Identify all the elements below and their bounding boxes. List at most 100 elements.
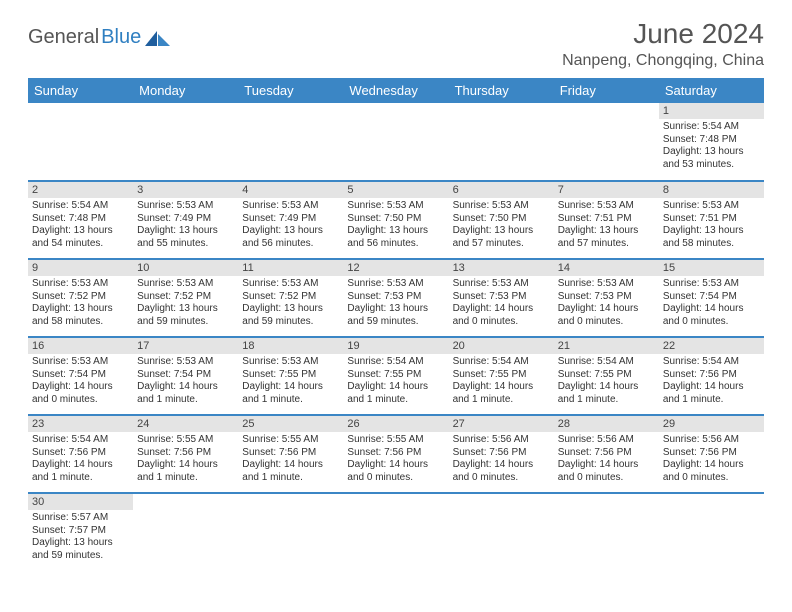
calendar-cell: 12Sunrise: 5:53 AMSunset: 7:53 PMDayligh…	[343, 259, 448, 337]
calendar-cell	[554, 103, 659, 181]
calendar-cell: 13Sunrise: 5:53 AMSunset: 7:53 PMDayligh…	[449, 259, 554, 337]
sunrise-text: Sunrise: 5:53 AM	[663, 278, 760, 291]
day-number: 10	[133, 260, 238, 276]
sunrise-text: Sunrise: 5:56 AM	[453, 434, 550, 447]
calendar-cell: 4Sunrise: 5:53 AMSunset: 7:49 PMDaylight…	[238, 181, 343, 259]
sunrise-text: Sunrise: 5:53 AM	[137, 356, 234, 369]
daylight-text: Daylight: 14 hours and 0 minutes.	[32, 381, 129, 406]
calendar-cell: 20Sunrise: 5:54 AMSunset: 7:55 PMDayligh…	[449, 337, 554, 415]
title-block: June 2024 Nanpeng, Chongqing, China	[562, 18, 764, 70]
calendar-cell: 1Sunrise: 5:54 AMSunset: 7:48 PMDaylight…	[659, 103, 764, 181]
day-number: 3	[133, 182, 238, 198]
sunset-text: Sunset: 7:53 PM	[453, 291, 550, 304]
calendar-cell	[238, 493, 343, 571]
calendar-cell: 5Sunrise: 5:53 AMSunset: 7:50 PMDaylight…	[343, 181, 448, 259]
sunset-text: Sunset: 7:55 PM	[558, 369, 655, 382]
day-number: 4	[238, 182, 343, 198]
calendar-cell: 17Sunrise: 5:53 AMSunset: 7:54 PMDayligh…	[133, 337, 238, 415]
day-content: Sunrise: 5:53 AMSunset: 7:53 PMDaylight:…	[449, 276, 554, 332]
day-content: Sunrise: 5:53 AMSunset: 7:49 PMDaylight:…	[238, 198, 343, 254]
daylight-text: Daylight: 14 hours and 1 minute.	[242, 381, 339, 406]
calendar-cell: 3Sunrise: 5:53 AMSunset: 7:49 PMDaylight…	[133, 181, 238, 259]
day-number: 25	[238, 416, 343, 432]
sunset-text: Sunset: 7:49 PM	[137, 213, 234, 226]
calendar-cell: 24Sunrise: 5:55 AMSunset: 7:56 PMDayligh…	[133, 415, 238, 493]
logo-sail-icon	[145, 29, 171, 47]
day-content: Sunrise: 5:53 AMSunset: 7:54 PMDaylight:…	[28, 354, 133, 410]
calendar-cell: 23Sunrise: 5:54 AMSunset: 7:56 PMDayligh…	[28, 415, 133, 493]
day-number: 15	[659, 260, 764, 276]
sunrise-text: Sunrise: 5:53 AM	[663, 200, 760, 213]
calendar-cell: 22Sunrise: 5:54 AMSunset: 7:56 PMDayligh…	[659, 337, 764, 415]
sunrise-text: Sunrise: 5:53 AM	[242, 278, 339, 291]
day-number: 19	[343, 338, 448, 354]
day-number: 21	[554, 338, 659, 354]
day-number: 14	[554, 260, 659, 276]
calendar-cell: 9Sunrise: 5:53 AMSunset: 7:52 PMDaylight…	[28, 259, 133, 337]
sunset-text: Sunset: 7:55 PM	[242, 369, 339, 382]
sunset-text: Sunset: 7:48 PM	[32, 213, 129, 226]
header: GeneralBlue June 2024 Nanpeng, Chongqing…	[28, 18, 764, 70]
daylight-text: Daylight: 14 hours and 0 minutes.	[453, 303, 550, 328]
day-content: Sunrise: 5:54 AMSunset: 7:48 PMDaylight:…	[28, 198, 133, 254]
daylight-text: Daylight: 13 hours and 57 minutes.	[453, 225, 550, 250]
calendar-cell: 26Sunrise: 5:55 AMSunset: 7:56 PMDayligh…	[343, 415, 448, 493]
sunrise-text: Sunrise: 5:57 AM	[32, 512, 129, 525]
sunrise-text: Sunrise: 5:54 AM	[347, 356, 444, 369]
sunset-text: Sunset: 7:53 PM	[347, 291, 444, 304]
daylight-text: Daylight: 13 hours and 59 minutes.	[347, 303, 444, 328]
sunset-text: Sunset: 7:56 PM	[663, 369, 760, 382]
sunrise-text: Sunrise: 5:53 AM	[558, 278, 655, 291]
day-content: Sunrise: 5:56 AMSunset: 7:56 PMDaylight:…	[659, 432, 764, 488]
day-number: 8	[659, 182, 764, 198]
day-content: Sunrise: 5:56 AMSunset: 7:56 PMDaylight:…	[554, 432, 659, 488]
day-content: Sunrise: 5:53 AMSunset: 7:54 PMDaylight:…	[133, 354, 238, 410]
day-number: 26	[343, 416, 448, 432]
calendar-cell	[343, 493, 448, 571]
sunrise-text: Sunrise: 5:53 AM	[558, 200, 655, 213]
calendar-cell: 25Sunrise: 5:55 AMSunset: 7:56 PMDayligh…	[238, 415, 343, 493]
day-number: 9	[28, 260, 133, 276]
daylight-text: Daylight: 14 hours and 1 minute.	[453, 381, 550, 406]
sunset-text: Sunset: 7:55 PM	[347, 369, 444, 382]
sunrise-text: Sunrise: 5:55 AM	[347, 434, 444, 447]
daylight-text: Daylight: 13 hours and 59 minutes.	[242, 303, 339, 328]
calendar-row: 2Sunrise: 5:54 AMSunset: 7:48 PMDaylight…	[28, 181, 764, 259]
day-number: 22	[659, 338, 764, 354]
sunrise-text: Sunrise: 5:54 AM	[663, 121, 760, 134]
day-content: Sunrise: 5:54 AMSunset: 7:48 PMDaylight:…	[659, 119, 764, 175]
day-number: 28	[554, 416, 659, 432]
day-content: Sunrise: 5:53 AMSunset: 7:52 PMDaylight:…	[238, 276, 343, 332]
calendar-cell: 15Sunrise: 5:53 AMSunset: 7:54 PMDayligh…	[659, 259, 764, 337]
daylight-text: Daylight: 13 hours and 58 minutes.	[32, 303, 129, 328]
day-number: 7	[554, 182, 659, 198]
calendar-cell: 10Sunrise: 5:53 AMSunset: 7:52 PMDayligh…	[133, 259, 238, 337]
day-content: Sunrise: 5:55 AMSunset: 7:56 PMDaylight:…	[343, 432, 448, 488]
daylight-text: Daylight: 13 hours and 54 minutes.	[32, 225, 129, 250]
day-content: Sunrise: 5:53 AMSunset: 7:51 PMDaylight:…	[554, 198, 659, 254]
sunrise-text: Sunrise: 5:54 AM	[32, 434, 129, 447]
calendar-cell: 16Sunrise: 5:53 AMSunset: 7:54 PMDayligh…	[28, 337, 133, 415]
daylight-text: Daylight: 14 hours and 0 minutes.	[347, 459, 444, 484]
calendar-cell	[449, 103, 554, 181]
sunrise-text: Sunrise: 5:53 AM	[242, 200, 339, 213]
daylight-text: Daylight: 14 hours and 0 minutes.	[558, 459, 655, 484]
calendar-cell: 27Sunrise: 5:56 AMSunset: 7:56 PMDayligh…	[449, 415, 554, 493]
calendar-row: 1Sunrise: 5:54 AMSunset: 7:48 PMDaylight…	[28, 103, 764, 181]
calendar-cell	[659, 493, 764, 571]
daylight-text: Daylight: 14 hours and 1 minute.	[32, 459, 129, 484]
day-number: 5	[343, 182, 448, 198]
day-number: 13	[449, 260, 554, 276]
daylight-text: Daylight: 13 hours and 58 minutes.	[663, 225, 760, 250]
calendar-cell: 11Sunrise: 5:53 AMSunset: 7:52 PMDayligh…	[238, 259, 343, 337]
logo: GeneralBlue	[28, 18, 171, 49]
calendar-cell: 14Sunrise: 5:53 AMSunset: 7:53 PMDayligh…	[554, 259, 659, 337]
sunset-text: Sunset: 7:55 PM	[453, 369, 550, 382]
daylight-text: Daylight: 14 hours and 1 minute.	[558, 381, 655, 406]
calendar-cell	[238, 103, 343, 181]
weekday-header: Sunday	[28, 78, 133, 103]
sunset-text: Sunset: 7:56 PM	[347, 447, 444, 460]
daylight-text: Daylight: 13 hours and 59 minutes.	[32, 537, 129, 562]
daylight-text: Daylight: 14 hours and 0 minutes.	[558, 303, 655, 328]
sunset-text: Sunset: 7:50 PM	[453, 213, 550, 226]
